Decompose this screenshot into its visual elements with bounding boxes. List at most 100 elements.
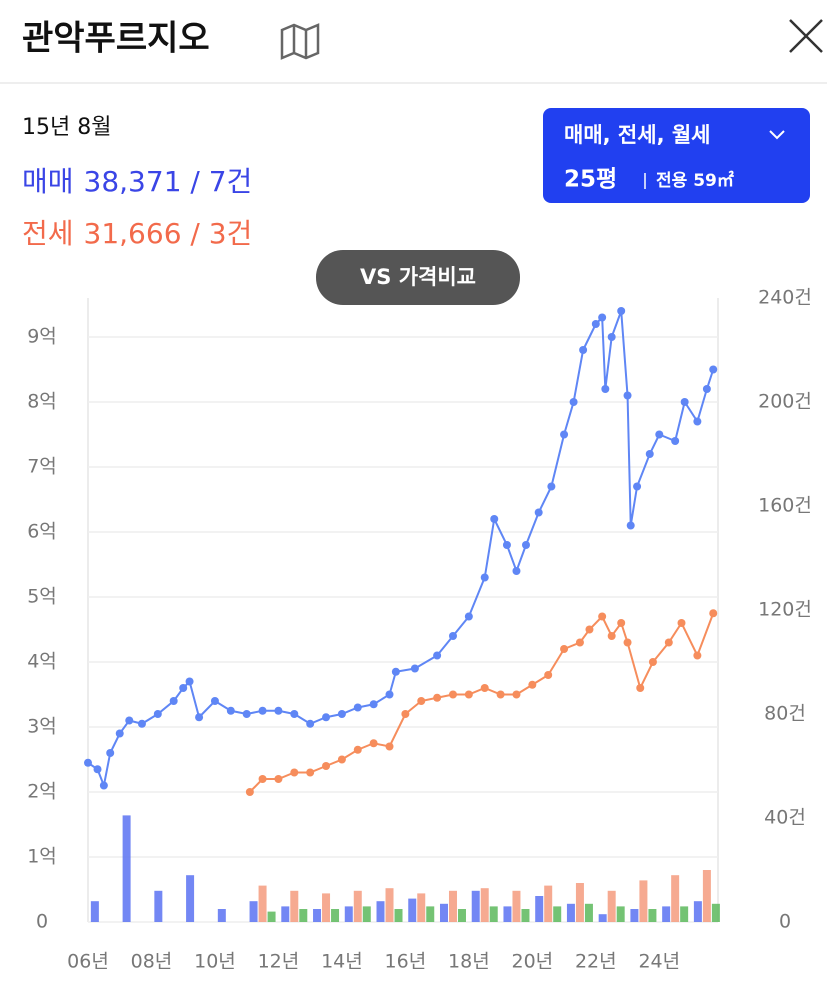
volume-bar [186,875,195,922]
volume-bar [258,885,267,922]
y-tick-label: 5억 [27,586,57,608]
price-point [671,437,680,445]
price-point [115,729,124,738]
y2-tick-label: 120건 [758,599,812,621]
price-point [569,398,578,406]
price-point [579,346,588,354]
volume-bar [639,880,648,922]
volume-bar [448,890,457,922]
volume-bar [90,901,99,922]
x-tick-label: 14년 [321,951,363,973]
price-point [385,690,394,699]
price-point [353,703,362,712]
price-point [210,697,219,705]
y-tick-label: 6억 [27,521,57,543]
price-point [547,482,556,491]
volume-bar [267,911,276,922]
y2-tick-label: 240건 [758,287,812,309]
price-point [290,768,299,777]
price-point [480,684,489,692]
x-tick-label: 24년 [638,951,680,973]
volume-bar [122,815,131,922]
filter-size: 25평 [564,167,617,193]
price-point [433,651,442,660]
volume-bar [616,906,625,922]
close-button[interactable] [789,19,823,53]
y-tick-label: 1억 [27,846,57,868]
price-point [601,385,610,393]
price-line [87,310,715,790]
price-point [258,706,267,715]
price-point [448,632,457,640]
price-point [226,706,235,715]
volume-bar [299,909,308,922]
price-point [169,697,178,705]
price-point [693,651,702,660]
readout-date: 15년 8월 [22,115,111,140]
price-point [560,645,569,653]
price-point [585,625,594,634]
volume-bar [480,888,489,922]
price-point [433,693,442,702]
y-tick-label: 0 [36,911,48,933]
price-point [677,619,686,627]
map-icon[interactable] [280,23,320,60]
y2-tick-label: 80건 [764,703,806,725]
volume-bar [544,885,553,922]
price-point [623,638,632,647]
chevron [769,130,785,140]
volume-bar [376,901,385,922]
price-point [369,739,378,748]
price-point [464,612,473,621]
title: 관악푸르지오 [22,19,210,59]
x-tick-label: 10년 [194,951,236,973]
y-tick-label: 7억 [27,456,57,478]
volume-bar [471,890,480,922]
price-point [655,430,664,439]
volume-bar [671,875,680,922]
y2-tick-label: 160건 [758,495,812,517]
x-tick-label: 16년 [385,951,427,973]
price-point [337,755,346,764]
price-point [179,684,188,692]
volume-bar [535,896,544,922]
price-point [353,745,362,754]
y2-tick-label: 40건 [764,807,806,829]
volume-bar [662,906,671,922]
volume-bar [503,906,512,922]
price-point [258,775,267,783]
price-point [137,719,146,728]
x-tick-label: 12년 [258,951,300,973]
volume-bar [584,903,593,922]
price-point [502,541,511,549]
price-point [153,710,162,718]
readout-row: 전세 31,666 / 3건 [22,217,252,250]
price-point [626,521,635,530]
volume-bar [575,883,584,922]
x-tick-label: 18년 [448,951,490,973]
readout-row: 매매 38,371 / 7건 [22,165,252,198]
price-point [242,710,251,718]
price-point [322,762,331,770]
y-tick-label: 2억 [27,781,57,803]
price-point [274,706,283,715]
volume-bar [322,893,331,922]
volume-bar [290,890,299,922]
x-tick-label: 22년 [575,951,617,973]
volume-bar [313,909,322,922]
price-point [512,690,521,699]
price-point [391,667,400,676]
compare-button[interactable]: VS 가격비교 [316,250,520,305]
filter-button[interactable]: 매매, 전세, 월세 25평 전용 59㎡ [543,108,810,203]
price-point [591,320,600,328]
x-tick-label: 20년 [511,951,553,973]
volume-bar [331,909,340,922]
price-point [617,619,626,627]
price-point [512,567,521,575]
price-point [709,365,718,374]
price-point [125,716,134,725]
price-point [490,515,499,523]
volume-bar [457,909,466,922]
